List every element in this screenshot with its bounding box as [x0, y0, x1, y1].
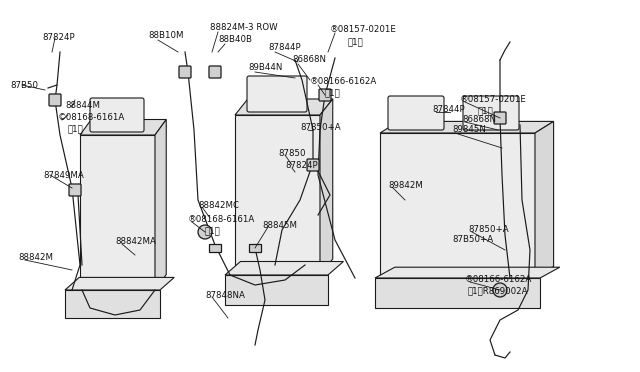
Text: ®08168-6161A: ®08168-6161A: [188, 215, 255, 224]
Text: （1）: （1）: [68, 125, 84, 134]
Text: 88B40B: 88B40B: [218, 35, 252, 45]
FancyBboxPatch shape: [388, 96, 444, 130]
Text: 88842M: 88842M: [18, 253, 53, 263]
Text: 88842MA: 88842MA: [115, 237, 156, 247]
Polygon shape: [225, 275, 328, 305]
Text: ®08166-6162A: ®08166-6162A: [465, 276, 532, 285]
Text: 87849MA: 87849MA: [43, 170, 84, 180]
Polygon shape: [235, 115, 320, 275]
Text: 87848NA: 87848NA: [205, 291, 245, 299]
FancyBboxPatch shape: [463, 96, 519, 130]
Text: 86868N: 86868N: [462, 115, 496, 125]
FancyBboxPatch shape: [179, 66, 191, 78]
FancyBboxPatch shape: [90, 98, 144, 132]
Text: （1）: （1）: [325, 89, 340, 97]
Text: 86868N: 86868N: [292, 55, 326, 64]
Text: 89842M: 89842M: [388, 180, 423, 189]
Text: 88845M: 88845M: [262, 221, 297, 230]
Text: 87850+A: 87850+A: [300, 124, 340, 132]
Polygon shape: [155, 119, 166, 290]
Text: （1）R869002A: （1）R869002A: [468, 286, 529, 295]
Text: ®08157-0201E: ®08157-0201E: [460, 96, 527, 105]
Text: 87850: 87850: [278, 150, 305, 158]
FancyBboxPatch shape: [494, 112, 506, 124]
Polygon shape: [380, 121, 554, 133]
Text: （1）: （1）: [478, 106, 493, 115]
Polygon shape: [65, 290, 160, 318]
Polygon shape: [65, 278, 174, 290]
FancyBboxPatch shape: [49, 94, 61, 106]
Text: 89B44N: 89B44N: [248, 64, 282, 73]
Text: （1）: （1）: [205, 227, 221, 235]
Polygon shape: [225, 262, 344, 275]
FancyBboxPatch shape: [319, 89, 331, 101]
FancyBboxPatch shape: [247, 76, 307, 112]
Text: ®08166-6162A: ®08166-6162A: [310, 77, 377, 87]
Circle shape: [493, 283, 507, 297]
Text: 88842MC: 88842MC: [198, 201, 239, 209]
Bar: [209, 244, 221, 252]
Bar: [249, 244, 261, 252]
FancyBboxPatch shape: [209, 66, 221, 78]
Polygon shape: [375, 278, 540, 308]
Text: 88844M: 88844M: [65, 100, 100, 109]
Polygon shape: [535, 121, 554, 278]
Polygon shape: [320, 99, 333, 275]
Text: 87844P: 87844P: [268, 44, 301, 52]
Polygon shape: [235, 99, 333, 115]
Text: 89845N: 89845N: [452, 125, 486, 135]
FancyBboxPatch shape: [69, 184, 81, 196]
Polygon shape: [375, 267, 560, 278]
Polygon shape: [80, 135, 155, 290]
Text: 88B10M: 88B10M: [148, 32, 184, 41]
Polygon shape: [80, 119, 166, 135]
Polygon shape: [380, 133, 535, 278]
Text: 87824P: 87824P: [42, 33, 75, 42]
Circle shape: [198, 225, 212, 239]
Text: ©08168-6161A: ©08168-6161A: [58, 113, 125, 122]
Text: 88824M-3 ROW: 88824M-3 ROW: [210, 23, 278, 32]
Text: （1）: （1）: [348, 38, 364, 46]
Text: 87B50: 87B50: [10, 80, 38, 90]
Text: 87844P: 87844P: [432, 106, 465, 115]
Text: ®08157-0201E: ®08157-0201E: [330, 26, 397, 35]
FancyBboxPatch shape: [307, 159, 319, 171]
Text: 87B50+A: 87B50+A: [452, 235, 493, 244]
Text: 87824P: 87824P: [285, 160, 317, 170]
Text: 87850+A: 87850+A: [468, 225, 509, 234]
